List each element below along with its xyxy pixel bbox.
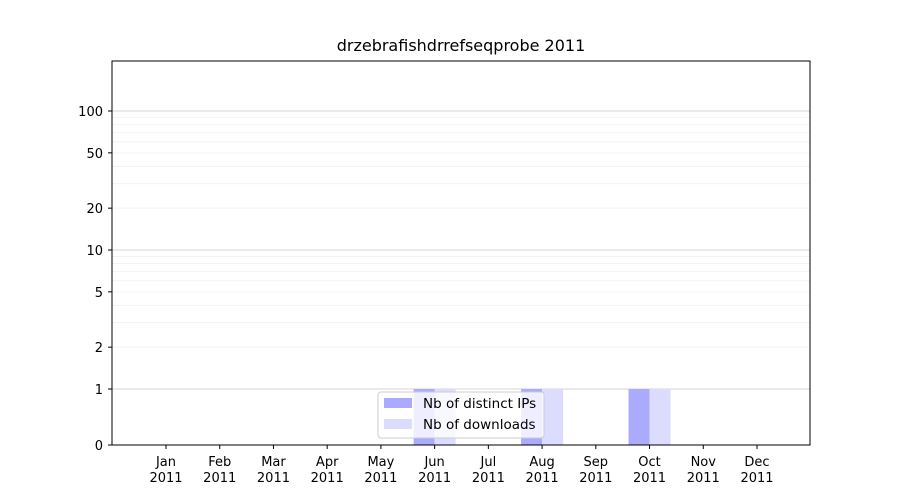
x-tick-label-year: 2011: [257, 471, 290, 486]
y-tick-label: 100: [78, 105, 103, 120]
x-tick-label-year: 2011: [149, 471, 182, 486]
x-tick-label-month: Oct: [638, 455, 660, 470]
y-tick-label: 2: [95, 341, 103, 356]
x-tick-label-year: 2011: [526, 471, 559, 486]
chart-title: drzebrafishdrrefseqprobe 2011: [337, 36, 586, 55]
x-tick-label-month: Jan: [155, 455, 176, 470]
x-tick-label-year: 2011: [364, 471, 397, 486]
legend-label-distinct-ips: Nb of distinct IPs: [423, 396, 536, 412]
y-tick-label: 10: [86, 244, 103, 259]
legend-swatch-downloads: [384, 419, 412, 429]
bar-downloads-aug: [542, 389, 564, 445]
x-tick-label-year: 2011: [687, 471, 720, 486]
legend-swatch-distinct-ips: [384, 398, 412, 408]
x-tick-label-year: 2011: [633, 471, 666, 486]
legend: Nb of distinct IPs Nb of downloads: [377, 391, 545, 439]
x-tick-label-month: Feb: [208, 455, 231, 470]
y-tick-label: 5: [95, 286, 103, 301]
x-tick-label-month: May: [367, 455, 394, 470]
legend-box: [377, 391, 545, 439]
y-tick-label: 1: [95, 383, 103, 398]
y-tick-label: 0: [95, 439, 103, 454]
x-tick-label-month: Aug: [529, 455, 554, 470]
x-tick-label-month: Mar: [261, 455, 286, 470]
x-tick-label-year: 2011: [418, 471, 451, 486]
x-tick-label-month: Apr: [316, 455, 339, 470]
legend-label-downloads: Nb of downloads: [423, 417, 536, 433]
x-tick-label-month: Jul: [480, 455, 497, 470]
x-tick-label-year: 2011: [311, 471, 344, 486]
bar-distinct-ips-oct: [628, 389, 650, 445]
x-tick-label-month: Sep: [584, 455, 609, 470]
y-axis: 0 1 2 5 10 20 50 100: [78, 105, 112, 454]
x-tick-label-month: Jun: [423, 455, 444, 470]
x-tick-label-month: Dec: [744, 455, 769, 470]
x-tick-label-year: 2011: [579, 471, 612, 486]
y-tick-label: 50: [86, 147, 103, 162]
x-tick-label-year: 2011: [740, 471, 773, 486]
x-tick-label-year: 2011: [472, 471, 505, 486]
bar-downloads-oct: [649, 389, 671, 445]
minor-gridlines: [112, 116, 810, 348]
y-tick-label: 20: [86, 202, 103, 217]
major-gridlines: [112, 110, 810, 390]
x-tick-label-month: Nov: [691, 455, 717, 470]
x-tick-label-year: 2011: [203, 471, 236, 486]
x-axis: Jan2011Feb2011Mar2011Apr2011May2011Jun20…: [149, 445, 774, 486]
plot-frame: [111, 60, 811, 446]
